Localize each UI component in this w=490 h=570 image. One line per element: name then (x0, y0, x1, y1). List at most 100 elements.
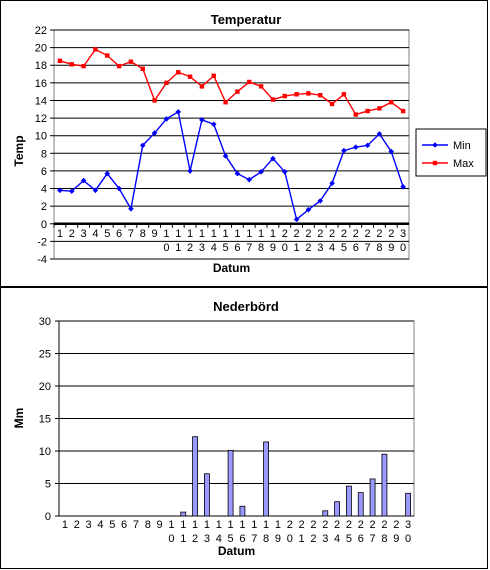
svg-text:1: 1 (180, 519, 186, 531)
data-point (246, 176, 253, 183)
data-point (211, 73, 216, 78)
svg-text:2: 2 (310, 519, 316, 531)
y-tick-label: 16 (35, 78, 47, 90)
data-point (199, 84, 205, 89)
precipitation-chart-panel: Nederbörd 0 5 10 15 20 25 30 1 2 3 4 5 6 7 8 9 1 0 1 1 1 2 1 3 1 4… (0, 287, 488, 569)
svg-text:5: 5 (341, 242, 347, 254)
x-tick-label: 14 (216, 519, 222, 545)
svg-text:2: 2 (376, 228, 382, 240)
svg-text:0: 0 (287, 533, 293, 545)
svg-text:2: 2 (346, 519, 352, 531)
svg-text:2: 2 (388, 228, 394, 240)
data-point (270, 97, 276, 102)
x-tick-label: 5 (104, 228, 110, 240)
svg-text:2: 2 (305, 242, 311, 254)
x-tick-label: 5 (109, 519, 115, 531)
y-tick-label: 18 (35, 60, 47, 72)
svg-text:1: 1 (294, 242, 300, 254)
x-axis-label: Datum (218, 544, 255, 558)
x-tick-label: 29 (388, 228, 394, 254)
legend: Min Max (415, 128, 487, 177)
data-point (222, 153, 229, 159)
svg-text:2: 2 (381, 519, 387, 531)
svg-text:1: 1 (246, 228, 252, 240)
y-tick-label: 10 (35, 131, 47, 143)
legend-label: Min (453, 140, 471, 152)
legend-marker (432, 142, 438, 148)
y-tick-label: 14 (35, 95, 47, 107)
y-tick-label: 15 (39, 414, 51, 426)
x-tick-label: 22 (305, 228, 311, 254)
data-point (152, 98, 157, 103)
svg-text:7: 7 (251, 533, 257, 545)
bar (180, 511, 187, 517)
svg-text:1: 1 (228, 519, 234, 531)
x-tick-label: 17 (251, 519, 257, 545)
data-point (116, 185, 122, 192)
y-tick-label: 22 (35, 25, 47, 37)
svg-text:1: 1 (223, 228, 229, 240)
svg-text:2: 2 (282, 228, 288, 240)
bar (263, 441, 269, 517)
x-tick-label: 30 (405, 519, 411, 545)
data-point (92, 187, 99, 194)
svg-text:1: 1 (180, 533, 186, 545)
svg-text:2: 2 (370, 519, 376, 531)
x-tick-label: 4 (92, 228, 98, 240)
y-tick-label: 6 (41, 166, 47, 178)
data-point (81, 63, 86, 69)
y-tick-label: 2 (41, 201, 47, 213)
svg-text:1: 1 (275, 519, 281, 531)
svg-text:3: 3 (204, 533, 210, 545)
data-point (318, 92, 323, 98)
data-point (69, 62, 74, 67)
x-tick-label: 24 (329, 228, 335, 254)
data-point (234, 170, 241, 177)
data-point (80, 177, 87, 184)
data-point (187, 74, 193, 79)
bar (405, 492, 411, 517)
svg-text:8: 8 (258, 242, 264, 254)
x-tick-label: 2 (74, 519, 80, 531)
data-point (199, 117, 205, 123)
x-tick-label: 17 (246, 228, 252, 254)
svg-text:9: 9 (393, 533, 399, 545)
data-point (294, 92, 299, 97)
data-point (317, 198, 324, 204)
data-point (93, 47, 98, 52)
chart-title: Temperatur (211, 12, 282, 27)
x-tick-label: 19 (275, 519, 281, 545)
svg-text:0: 0 (405, 533, 411, 545)
svg-text:4: 4 (329, 242, 335, 254)
x-tick-label: 15 (223, 228, 229, 254)
svg-text:1: 1 (192, 519, 198, 531)
y-tick-label: 20 (39, 381, 51, 393)
data-point (293, 216, 300, 223)
data-point (270, 155, 276, 162)
svg-text:3: 3 (317, 242, 323, 254)
x-tick-label: 6 (116, 228, 122, 240)
bar (369, 478, 376, 517)
y-tick-label: 12 (35, 113, 47, 125)
bar (192, 436, 198, 517)
x-tick-label: 18 (258, 228, 264, 254)
svg-text:1: 1 (211, 228, 217, 240)
data-point (68, 188, 75, 194)
svg-text:3: 3 (322, 533, 328, 545)
svg-text:0: 0 (168, 533, 174, 545)
x-tick-label: 4 (97, 519, 103, 531)
x-tick-label: 7 (133, 519, 139, 531)
x-tick-label: 1 (62, 519, 68, 531)
svg-text:1: 1 (204, 519, 210, 531)
svg-text:1: 1 (234, 228, 240, 240)
svg-text:3: 3 (199, 242, 205, 254)
svg-text:1: 1 (216, 519, 222, 531)
data-point (329, 180, 335, 187)
svg-text:1: 1 (175, 242, 181, 254)
x-tick-label: 22 (310, 519, 316, 545)
svg-text:2: 2 (192, 533, 198, 545)
bar (204, 473, 210, 517)
x-tick-label: 18 (263, 519, 269, 545)
data-point (164, 80, 169, 86)
